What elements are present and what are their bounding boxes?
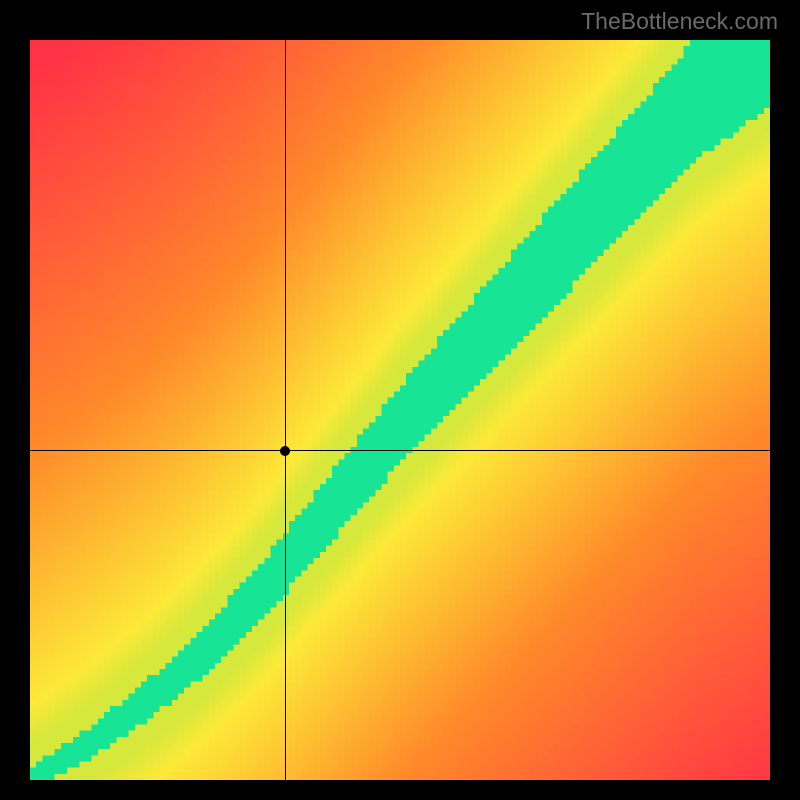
chart-container: TheBottleneck.com [0,0,800,800]
heatmap-plot [30,40,770,780]
crosshair-vertical [285,40,286,780]
crosshair-horizontal [30,450,770,451]
watermark-text: TheBottleneck.com [581,8,778,35]
heatmap-canvas [30,40,770,780]
crosshair-marker [280,446,290,456]
